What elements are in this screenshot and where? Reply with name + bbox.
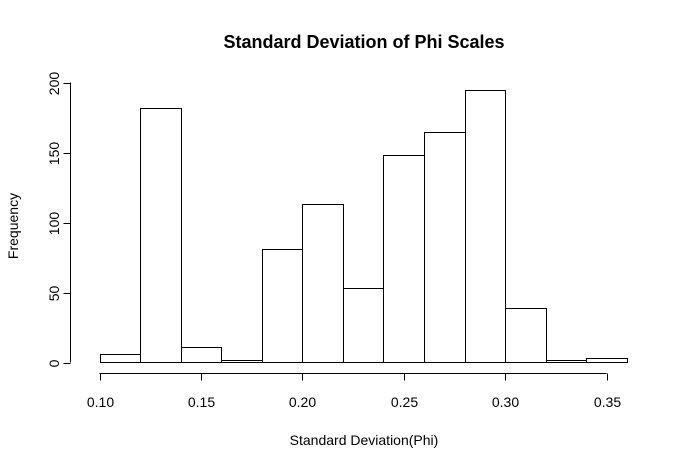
x-tick-label-4: 0.30 bbox=[492, 394, 519, 410]
x-tick-label-1: 0.15 bbox=[188, 394, 215, 410]
histogram-bar-5 bbox=[302, 204, 344, 363]
y-axis: 0 50 100 150 200 bbox=[46, 72, 71, 367]
histogram-bar-10 bbox=[505, 308, 547, 363]
histogram-bar-1 bbox=[140, 108, 182, 363]
histogram-bar-0 bbox=[100, 354, 141, 363]
histogram-bar-9 bbox=[465, 90, 506, 363]
histogram-bar-12 bbox=[586, 358, 628, 363]
y-tick-label-1: 50 bbox=[46, 286, 62, 302]
bars-group bbox=[100, 90, 628, 363]
histogram-bar-8 bbox=[424, 132, 466, 363]
histogram-bar-7 bbox=[383, 155, 425, 363]
histogram-bar-11 bbox=[546, 360, 587, 363]
x-tick-label-5: 0.35 bbox=[594, 394, 621, 410]
histogram-bar-6 bbox=[343, 288, 384, 363]
x-tick-label-2: 0.20 bbox=[289, 394, 316, 410]
y-tick-label-2: 100 bbox=[46, 212, 62, 236]
x-tick-label-3: 0.25 bbox=[391, 394, 418, 410]
histogram-bar-2 bbox=[181, 347, 222, 363]
x-axis-label: Standard Deviation(Phi) bbox=[290, 432, 439, 448]
x-tick-label-0: 0.10 bbox=[87, 394, 114, 410]
y-tick-label-4: 200 bbox=[46, 72, 62, 96]
chart-title: Standard Deviation of Phi Scales bbox=[223, 32, 504, 52]
y-axis-label: Frequency bbox=[5, 193, 21, 259]
histogram-bar-3 bbox=[221, 360, 263, 363]
x-axis: 0.10 0.15 0.20 0.25 0.30 0.35 bbox=[87, 373, 621, 410]
y-tick-label-3: 150 bbox=[46, 142, 62, 166]
y-tick-label-0: 0 bbox=[46, 359, 62, 367]
histogram-bar-4 bbox=[262, 249, 303, 363]
